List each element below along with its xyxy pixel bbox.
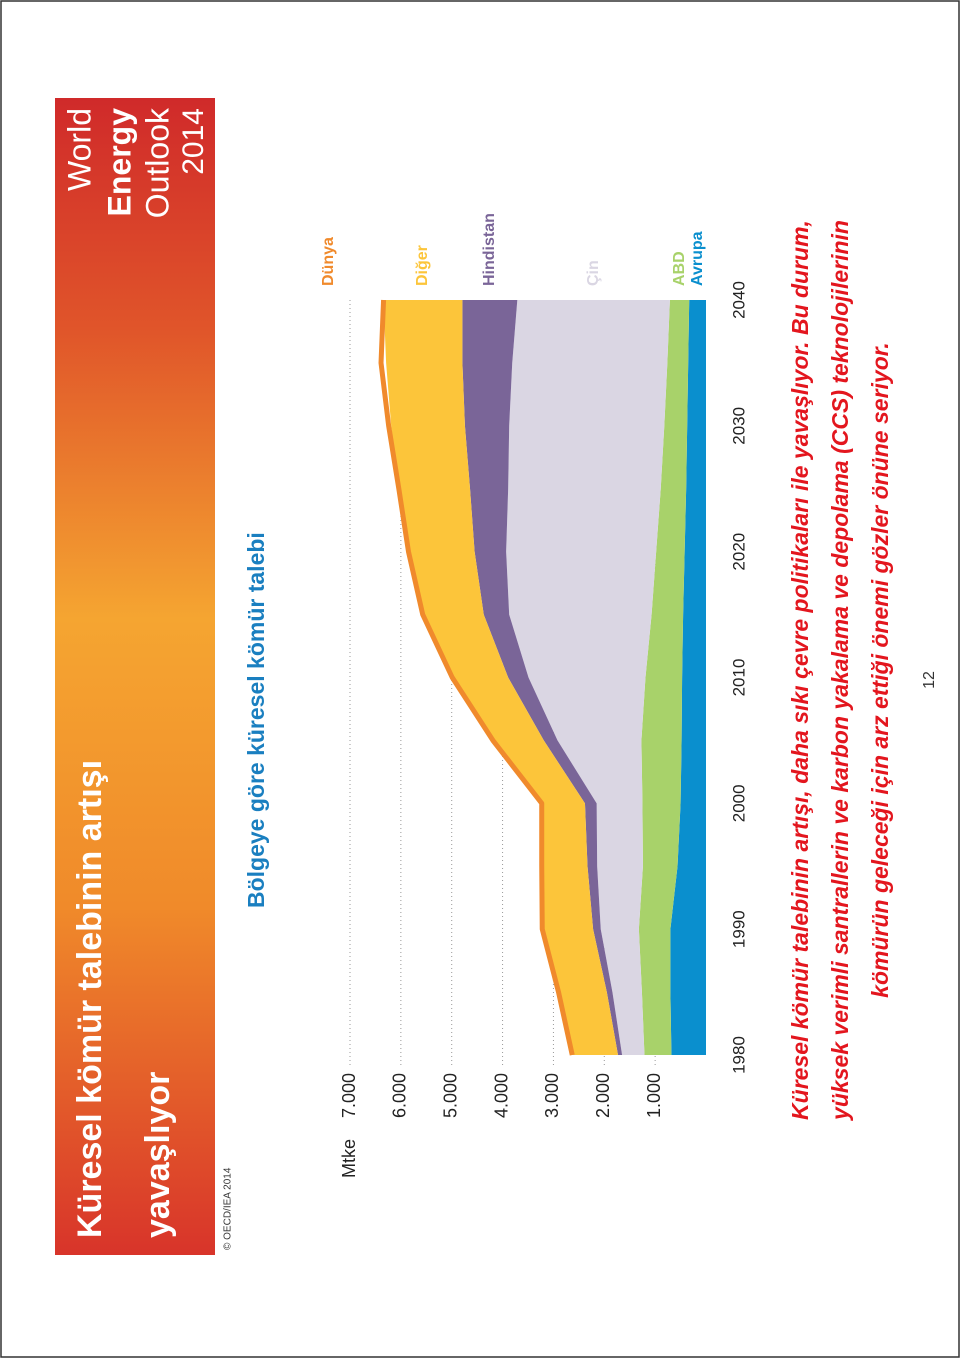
x-tick-label: 1980 <box>729 1036 748 1074</box>
y-tick-label: 7.000 <box>339 1073 359 1118</box>
area <box>462 300 623 1055</box>
caption: Küresel kömür talebinin artışı, daha sık… <box>787 220 813 1120</box>
brand: Outlook <box>139 107 175 218</box>
series-label: Dünya <box>320 237 337 286</box>
banner-title: yavaşlıyor <box>139 1072 177 1238</box>
series-label: ABD <box>671 251 688 286</box>
copyright: © OECD/IEA 2014 <box>223 1167 234 1250</box>
area <box>506 300 670 1055</box>
y-tick-label: 5.000 <box>440 1073 460 1118</box>
caption: kömürün geleceği için arz ettiği önemi g… <box>867 342 893 998</box>
banner-title: Küresel kömür talebinin artışı <box>71 760 109 1238</box>
caption: yüksek verimli santrallerin ve karbon ya… <box>827 220 853 1121</box>
x-tick-label: 1990 <box>729 910 748 948</box>
y-tick-label: 6.000 <box>390 1073 410 1118</box>
y-axis-label: Mtke <box>339 1139 359 1178</box>
series-label: Avrupa <box>689 231 706 286</box>
rotated-page: Küresel kömür talebinin artışı yavaşlıyo… <box>55 98 938 1255</box>
x-tick-label: 2010 <box>729 659 748 697</box>
x-tick-label: 2040 <box>729 281 748 319</box>
series-label: Hindistan <box>481 213 498 286</box>
x-tick-label: 2000 <box>729 784 748 822</box>
brand: 2014 <box>177 108 210 175</box>
total-line <box>378 299 575 1056</box>
chart-title: Bölgeye göre küresel kömür talebi <box>243 532 269 908</box>
brand: Energy <box>101 108 137 217</box>
y-tick-label: 3.000 <box>542 1073 562 1118</box>
series-label: Çin <box>585 260 602 286</box>
banner <box>55 98 215 1255</box>
x-tick-label: 2020 <box>729 533 748 571</box>
area <box>383 300 619 1055</box>
brand: World <box>61 108 97 191</box>
series-label: Diğer <box>414 245 431 286</box>
area <box>638 300 690 1055</box>
area <box>670 300 706 1055</box>
page-number: 12 <box>921 671 938 689</box>
y-tick-label: 4.000 <box>491 1073 511 1118</box>
x-tick-label: 2030 <box>729 407 748 445</box>
y-tick-label: 1.000 <box>644 1073 664 1118</box>
y-tick-label: 2.000 <box>593 1073 613 1118</box>
